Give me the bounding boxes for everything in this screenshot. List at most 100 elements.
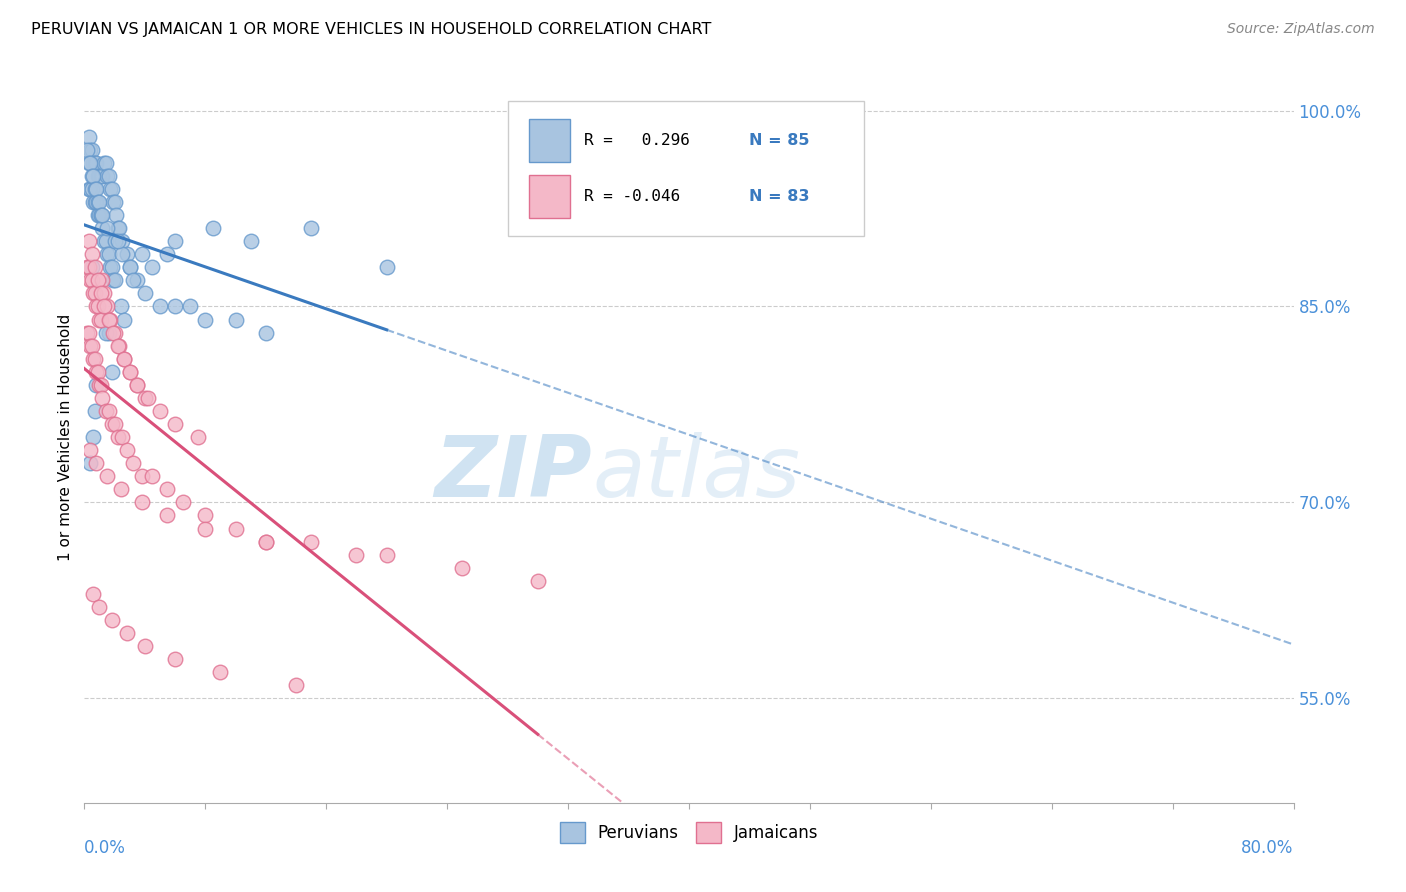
Point [86,194,108,209]
Point [79,273,101,287]
Point [165,417,187,431]
Point [89,208,111,222]
Point [209,665,232,680]
Point [225,522,247,536]
Point [104,273,127,287]
Point [89,194,111,209]
Point [299,221,322,235]
Point [86,377,108,392]
Point [80,182,103,196]
Point [96,247,118,261]
Point [91,391,114,405]
Point [82,351,104,366]
Point [156,483,179,497]
Point [97,312,120,326]
Point [79,338,101,352]
Point [179,300,201,314]
Legend: Peruvians, Jamaicans: Peruvians, Jamaicans [553,815,825,849]
Point [107,221,129,235]
Text: 80.0%: 80.0% [1241,839,1294,857]
Point [87,273,110,287]
Point [118,260,141,275]
Text: R = -0.046: R = -0.046 [583,189,681,204]
Point [108,221,131,235]
Point [194,312,217,326]
Point [84,260,107,275]
Point [91,273,114,287]
Point [131,495,153,509]
Point [101,273,124,287]
Point [165,652,187,666]
Point [79,443,101,458]
Point [80,247,103,261]
Point [118,365,141,379]
Text: Source: ZipAtlas.com: Source: ZipAtlas.com [1227,22,1375,37]
Point [121,456,143,470]
Point [254,534,277,549]
Point [254,326,277,340]
Point [111,247,134,261]
Point [172,495,194,509]
Point [76,260,98,275]
Point [96,469,118,483]
Point [194,508,217,523]
Point [451,560,474,574]
Point [134,391,156,405]
Point [91,221,114,235]
Point [84,194,107,209]
Point [112,351,135,366]
Point [110,483,132,497]
Point [165,300,187,314]
Point [156,508,179,523]
Point [90,286,112,301]
Point [141,469,163,483]
Point [111,430,134,444]
Point [141,260,163,275]
Point [89,312,111,326]
Point [107,430,129,444]
Point [77,182,100,196]
Point [187,430,209,444]
Point [375,260,398,275]
Point [156,247,179,261]
Point [107,338,129,352]
Point [76,326,98,340]
Point [91,208,114,222]
Point [254,534,277,549]
Point [82,430,104,444]
Point [299,534,322,549]
Point [285,678,308,692]
Point [104,326,127,340]
Point [96,221,118,235]
Point [98,182,121,196]
Point [84,351,107,366]
Point [84,182,107,196]
Y-axis label: 1 or more Vehicles in Household: 1 or more Vehicles in Household [58,313,73,561]
Point [77,260,100,275]
Point [93,156,115,170]
Point [89,377,111,392]
Point [86,182,108,196]
Point [96,169,118,183]
Point [82,286,104,301]
Point [84,286,107,301]
Point [127,273,149,287]
Point [225,312,247,326]
Point [100,417,122,431]
Point [101,194,124,209]
Point [87,194,110,209]
Point [79,143,101,157]
Point [97,247,120,261]
Point [100,260,122,275]
Point [77,129,100,144]
Point [91,169,114,183]
Text: N = 83: N = 83 [749,189,810,204]
Point [118,365,141,379]
Point [77,326,100,340]
Point [94,404,117,418]
Point [104,194,127,209]
Point [100,613,122,627]
Point [149,404,172,418]
Point [98,312,121,326]
Point [86,365,108,379]
